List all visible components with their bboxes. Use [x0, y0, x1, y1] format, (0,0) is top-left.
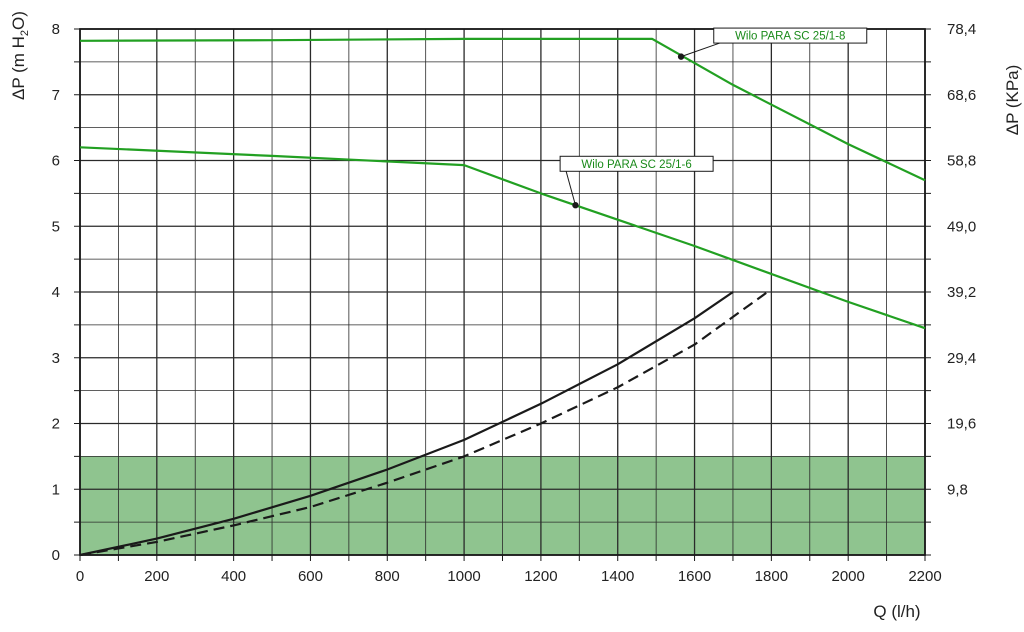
y-left-tick-label: 7 — [52, 87, 60, 104]
y-left-tick-label: 1 — [52, 481, 60, 498]
callout-box — [559, 155, 714, 172]
tick-label-layer: 0 200 400 600 800 1000 1200 1400 1600 1800 2000 220… — [52, 21, 977, 585]
x-tick-label: 200 — [144, 568, 169, 585]
y-left-tick-label: 3 — [52, 350, 60, 367]
y-right-tick-label: 9,8 — [947, 481, 968, 498]
y-left-tick-label: 6 — [52, 153, 60, 170]
y-left-tick-label: 4 — [52, 284, 60, 301]
callout-label: Wilo PARA SC 25/1-8 — [735, 31, 845, 43]
x-tick-label: 1600 — [678, 568, 711, 585]
y-right-tick-label: 58,8 — [947, 153, 976, 170]
x-tick-label: 1800 — [755, 568, 788, 585]
series-line-1 — [79, 37, 926, 182]
x-tick-label: 400 — [221, 568, 246, 585]
y-left-tick-label: 0 — [52, 547, 60, 564]
y-right-tick-label: 39,2 — [947, 284, 976, 301]
x-tick-label: 2200 — [908, 568, 941, 585]
x-tick-label: 800 — [375, 568, 400, 585]
callout-leader — [565, 171, 576, 206]
callout-box — [713, 27, 868, 44]
x-tick-label: 1000 — [447, 568, 480, 585]
x-tick-label: 600 — [298, 568, 323, 585]
y-right-tick-label: 29,4 — [947, 350, 976, 367]
y-right-tick-label: 78,4 — [947, 21, 976, 38]
y-right-axis-title: ΔP (KPa) — [1003, 65, 1022, 136]
y-right-tick-label: 68,6 — [947, 87, 976, 104]
y-left-tick-label: 8 — [52, 21, 60, 38]
x-axis-title: Q (l/h) — [873, 602, 920, 621]
y-right-tick-label: 49,0 — [947, 218, 976, 235]
callout-label: Wilo PARA SC 25/1-6 — [581, 159, 691, 171]
y-right-tick-label: 19,6 — [947, 416, 976, 433]
x-tick-label: 2000 — [831, 568, 864, 585]
y-left-tick-label: 2 — [52, 416, 60, 433]
grid-layer — [74, 28, 931, 561]
x-tick-label: 1200 — [524, 568, 557, 585]
callout-point — [572, 202, 579, 209]
series-line-2 — [79, 146, 926, 330]
series-line-3 — [79, 291, 734, 557]
annotation-layer: Wilo PARA SC 25/1-8 Wilo PARA SC 25/1-6 — [559, 27, 868, 209]
series-layer — [79, 37, 926, 557]
callout-leader — [680, 42, 720, 58]
y-left-tick-label: 5 — [52, 218, 60, 235]
callout-point — [677, 53, 685, 60]
x-tick-label: 0 — [76, 568, 84, 585]
x-tick-label: 1400 — [601, 568, 634, 585]
y-left-axis-title: ΔP (m H2O) — [9, 11, 31, 100]
